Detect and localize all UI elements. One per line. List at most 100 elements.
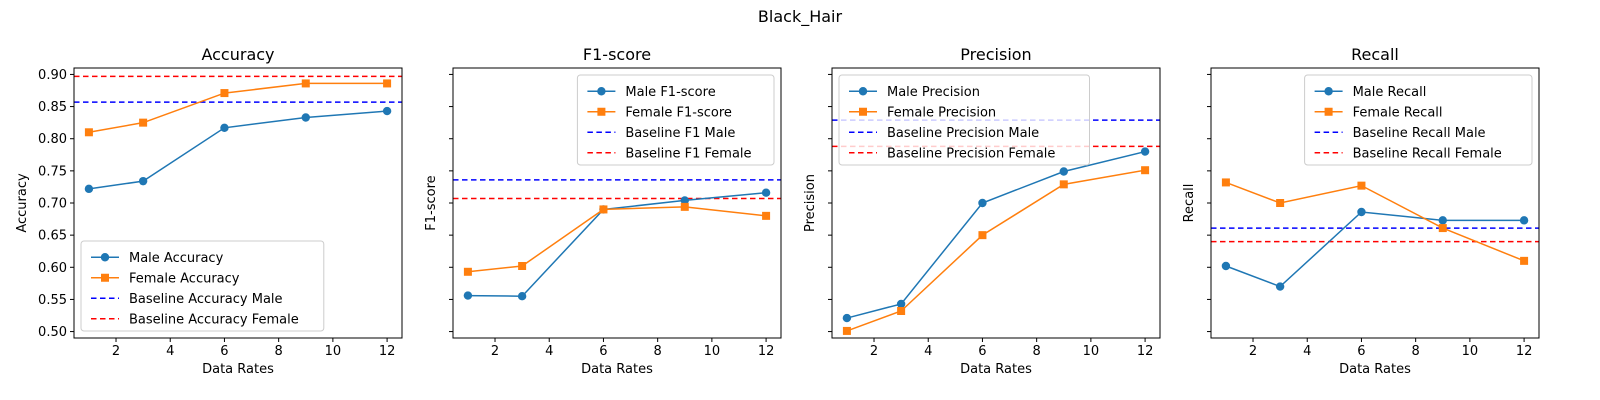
series-line-female-accuracy — [88, 82, 388, 134]
x-tick-label: 12 — [379, 344, 396, 359]
legend-label: Baseline F1 Male — [625, 126, 735, 141]
data-point-male-precision — [1059, 167, 1068, 176]
x-axis-label: Data Rates — [581, 362, 653, 377]
x-tick-label: 6 — [1357, 344, 1365, 359]
data-point-male-recall — [1438, 216, 1447, 225]
data-point-male-f1-score — [680, 196, 689, 205]
x-tick-label: 12 — [1137, 344, 1154, 359]
series-line-male-f1-score — [467, 191, 767, 297]
legend-label: Baseline Recall Female — [1353, 146, 1502, 161]
legend-box — [838, 74, 1090, 166]
data-point-female-precision — [1141, 166, 1150, 175]
x-tick-label: 4 — [545, 344, 553, 359]
data-point-female-precision — [897, 307, 906, 315]
y-tick-label: 0.55 — [38, 293, 67, 308]
legend-label: Female Precision — [887, 105, 996, 120]
figure-title: Black_Hair — [758, 7, 843, 27]
plot-frame — [452, 67, 782, 339]
x-tick-label: 4 — [924, 344, 932, 359]
data-point-male-precision — [842, 313, 852, 323]
data-point-female-f1-score — [680, 202, 689, 211]
data-point-male-precision — [978, 198, 987, 208]
legend: Male Precision Female Precision Baseline P… — [838, 74, 1090, 166]
x-tick-label: 12 — [1516, 344, 1533, 359]
data-point-male-accuracy — [301, 113, 310, 122]
legend-label: Baseline Recall Male — [1353, 126, 1486, 141]
y-tick-label: 0.85 — [38, 100, 67, 115]
y-tick-label: 0.60 — [38, 261, 67, 276]
data-point-male-recall — [1519, 216, 1529, 225]
x-axis-label: Data Rates — [960, 362, 1032, 377]
x-tick-label: 10 — [704, 344, 721, 359]
legend-box — [1304, 74, 1533, 166]
data-point-female-precision — [842, 326, 851, 335]
x-tick-label: 10 — [1462, 344, 1479, 359]
x-tick-label: 4 — [1303, 344, 1311, 359]
series-line-female-recall — [1225, 181, 1525, 262]
plot-frame — [73, 67, 403, 339]
data-point-male-accuracy — [220, 123, 229, 132]
legend-label: Baseline Precision Female — [887, 146, 1055, 161]
data-point-male-f1-score — [517, 292, 527, 301]
subplot-recall: Recall 2 4 6 8 10 12 Data Rates Recall Male Recal… — [1182, 45, 1540, 377]
data-point-female-f1-score — [463, 267, 472, 276]
data-point-male-precision — [1140, 147, 1150, 156]
x-tick-label: 10 — [1083, 344, 1100, 359]
x-tick-label: 6 — [599, 344, 607, 359]
legend-label: Male Recall — [1353, 85, 1427, 100]
chart-title: Recall — [1351, 45, 1399, 64]
x-axis-label: Data Rates — [202, 362, 274, 377]
x-tick-label: 10 — [325, 344, 342, 359]
y-axis-label: Precision — [803, 174, 818, 232]
legend: Male Recall Female Recall Baseline Recall … — [1304, 74, 1533, 166]
y-axis-label: Recall — [1182, 184, 1197, 223]
legend-swatch-marker — [858, 87, 868, 96]
legend-label: Baseline Accuracy Female — [129, 312, 299, 327]
x-tick-label: 8 — [654, 344, 662, 359]
x-tick-label: 8 — [1033, 344, 1041, 359]
legend-swatch-marker — [100, 253, 110, 262]
chart-title: Accuracy — [201, 45, 274, 64]
series-line-male-precision — [846, 150, 1146, 319]
data-point-female-accuracy — [220, 89, 229, 98]
legend-label: Baseline Accuracy Male — [129, 292, 283, 307]
y-tick-label: 0.50 — [38, 325, 67, 340]
y-tick-label: 0.75 — [38, 164, 67, 179]
data-point-male-recall — [1221, 261, 1231, 271]
subplot-precision: Precision 2 4 6 8 10 12 Data Rates Precision Male… — [803, 45, 1161, 377]
legend-swatch-marker — [597, 87, 606, 96]
chart-title: Precision — [960, 45, 1031, 64]
x-tick-label: 8 — [275, 344, 283, 359]
data-point-female-accuracy — [139, 118, 148, 127]
x-tick-label: 6 — [220, 344, 228, 359]
data-point-male-recall — [1357, 207, 1366, 217]
data-point-male-precision — [896, 299, 906, 309]
y-tick-label: 0.70 — [38, 197, 67, 212]
x-tick-label: 12 — [758, 344, 775, 359]
plot-frame — [1210, 67, 1540, 339]
data-point-female-recall — [1357, 181, 1366, 190]
data-point-female-accuracy — [301, 79, 310, 88]
data-point-female-precision — [1059, 180, 1068, 189]
data-point-female-accuracy — [84, 128, 93, 137]
subplot-accuracy: Accuracy 2 4 6 8 10 12 0.50 0.55 0.60 0.65 0.70 0.75… — [15, 45, 403, 377]
legend-swatch-marker — [101, 273, 109, 282]
series-line-female-f1-score — [467, 206, 767, 273]
legend-swatch-marker — [1324, 107, 1333, 116]
data-point-female-precision — [978, 231, 987, 240]
legend-label: Baseline Precision Male — [887, 126, 1039, 141]
y-tick-label: 0.90 — [38, 68, 67, 83]
series-line-male-accuracy — [88, 110, 388, 190]
data-point-male-f1-score — [761, 188, 771, 197]
data-point-female-recall — [1438, 224, 1447, 233]
x-tick-label: 8 — [1412, 344, 1420, 359]
series-line-male-recall — [1225, 211, 1525, 288]
data-point-male-accuracy — [382, 106, 392, 116]
legend-label: Male F1-score — [625, 85, 715, 100]
legend-box — [80, 240, 325, 332]
legend-label: Female Accuracy — [129, 271, 240, 286]
y-axis-label: F1-score — [424, 175, 439, 230]
x-tick-label: 2 — [870, 344, 878, 359]
legend: Male Accuracy Female Accuracy Baseline Acc… — [80, 240, 325, 332]
